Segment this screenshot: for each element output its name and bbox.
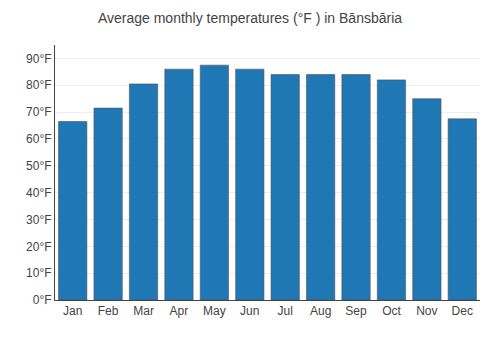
svg-text:Apr: Apr xyxy=(170,304,189,318)
svg-text:Dec: Dec xyxy=(452,304,473,318)
svg-text:Feb: Feb xyxy=(98,304,119,318)
svg-text:Jun: Jun xyxy=(240,304,259,318)
svg-text:Aug: Aug xyxy=(310,304,331,318)
svg-text:30°F: 30°F xyxy=(26,213,51,227)
svg-text:20°F: 20°F xyxy=(26,240,51,254)
svg-text:60°F: 60°F xyxy=(26,132,51,146)
svg-text:Oct: Oct xyxy=(382,304,401,318)
svg-text:0°F: 0°F xyxy=(33,293,52,307)
svg-text:50°F: 50°F xyxy=(26,159,51,173)
svg-text:Jul: Jul xyxy=(278,304,293,318)
svg-text:Sep: Sep xyxy=(345,304,367,318)
svg-text:90°F: 90°F xyxy=(26,52,51,66)
svg-text:Nov: Nov xyxy=(416,304,437,318)
svg-text:70°F: 70°F xyxy=(26,105,51,119)
svg-text:40°F: 40°F xyxy=(26,186,51,200)
svg-text:10°F: 10°F xyxy=(26,266,51,280)
svg-text:Mar: Mar xyxy=(133,304,154,318)
svg-text:Jan: Jan xyxy=(63,304,82,318)
svg-text:80°F: 80°F xyxy=(26,78,51,92)
svg-text:Average monthly temperatures (: Average monthly temperatures (°F ) in Bā… xyxy=(98,10,402,26)
svg-text:May: May xyxy=(203,304,226,318)
